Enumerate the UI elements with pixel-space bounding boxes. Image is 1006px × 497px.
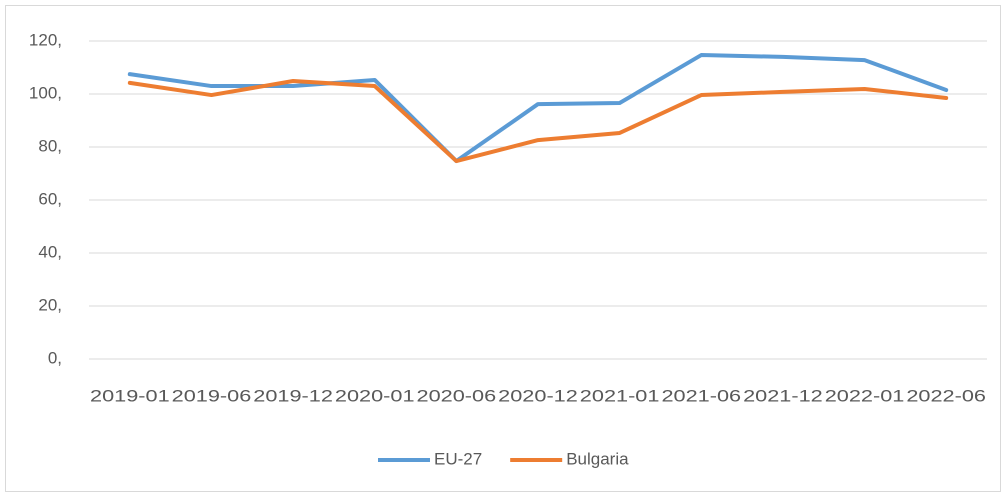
y-tick-label: 100, (29, 83, 62, 102)
x-tick-label: 2022-01 (825, 386, 905, 405)
legend-label: EU-27 (434, 449, 482, 468)
series-line (127, 79, 949, 164)
x-tick-label: 2019-06 (172, 386, 252, 405)
y-tick-label: 20, (38, 295, 62, 314)
y-tick-label: 80, (38, 136, 62, 155)
x-tick-label: 2020-01 (335, 386, 415, 405)
y-tick-label: 120, (29, 30, 62, 49)
x-tick-label: 2021-06 (661, 386, 741, 405)
y-tick-label: 60, (38, 189, 62, 208)
x-tick-label: 2019-12 (253, 386, 333, 405)
y-tick-label: 0, (48, 348, 62, 367)
x-tick-label: 2019-01 (90, 386, 170, 405)
chart-frame (5, 5, 1001, 492)
legend-label: Bulgaria (566, 449, 629, 468)
x-tick-label: 2020-12 (498, 386, 578, 405)
x-tick-label: 2021-12 (743, 386, 823, 405)
x-tick-label: 2022-06 (906, 386, 986, 405)
x-tick-label: 2020-06 (417, 386, 497, 405)
y-tick-label: 40, (38, 242, 62, 261)
x-tick-label: 2021-01 (580, 386, 660, 405)
